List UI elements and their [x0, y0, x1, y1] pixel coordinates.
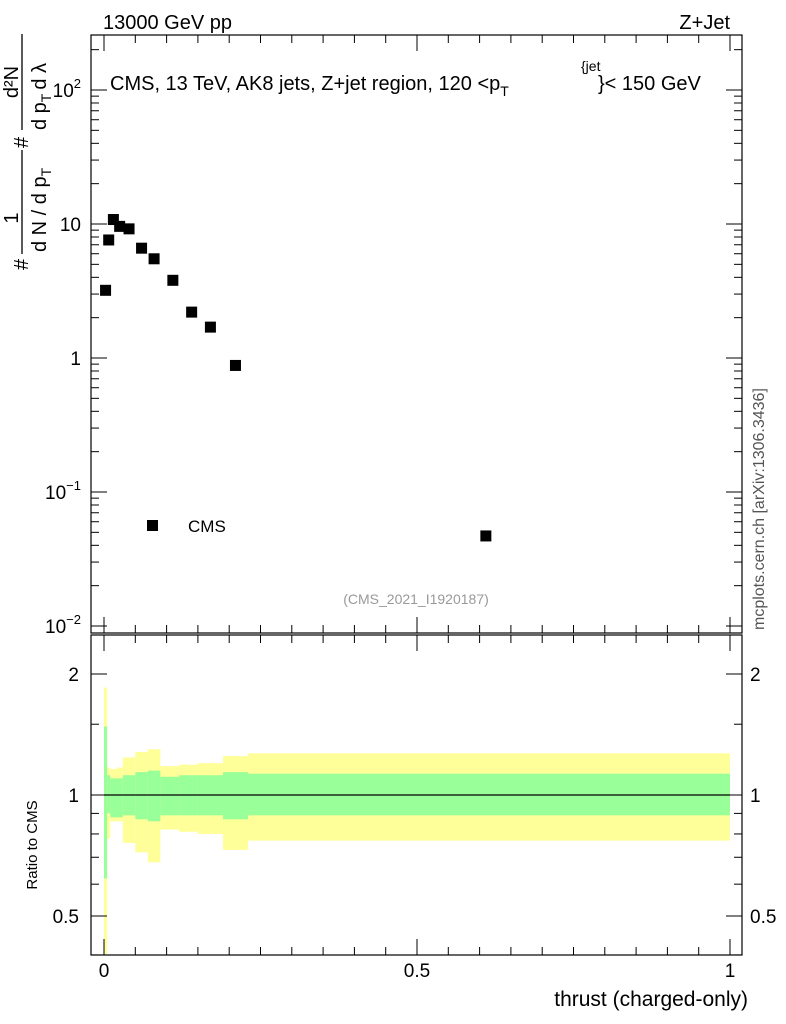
main-panel-frame — [90, 34, 743, 634]
ratio-y-tick-label-right: 1 — [750, 786, 761, 807]
data-point — [123, 223, 135, 235]
x-tick-label: 0 — [99, 961, 110, 982]
svg-text:d²N: d²N — [1, 66, 23, 98]
main-y-tick-label: 102 — [53, 76, 81, 102]
ratio-band-stat — [222, 772, 248, 820]
main-y-tick-label: 10 — [60, 215, 81, 236]
data-point — [100, 284, 112, 296]
data-point — [114, 220, 126, 232]
ratio-y-tick-label-right: 2 — [750, 665, 761, 686]
ratio-y-tick-label: 0.5 — [53, 907, 79, 928]
ratio-y-axis-label: Ratio to CMS — [24, 800, 41, 889]
main-ticks: 10−2 10−1 1 10 102 — [45, 35, 742, 638]
ratio-band-stat — [107, 775, 111, 814]
main-data-points — [100, 214, 492, 542]
svg-text:d N / d pT: d N / d pT — [29, 167, 54, 252]
data-point — [204, 321, 216, 333]
ratio-y-tick-label: 1 — [68, 786, 79, 807]
svg-text:1: 1 — [1, 212, 23, 223]
chart-title-tail: }< 150 GeV — [598, 73, 702, 95]
main-y-tick-label: 10−1 — [45, 478, 81, 504]
data-point — [480, 530, 492, 542]
ratio-band-stat — [110, 778, 117, 818]
data-point — [107, 214, 119, 226]
data-point — [167, 274, 179, 286]
svg-text:#: # — [11, 258, 33, 270]
x-axis-label: thrust (charged-only) — [554, 988, 748, 1011]
x-tick-label: 0.5 — [404, 961, 430, 982]
legend-label-cms: CMS — [188, 517, 226, 536]
ratio-band-stat — [104, 726, 108, 879]
chart-title: CMS, 13 TeV, AK8 jets, Z+jet region, 120… — [110, 73, 509, 99]
ratio-band-stat — [147, 770, 161, 822]
ratio-band-stat — [116, 778, 123, 818]
main-y-tick-label: 1 — [70, 349, 81, 370]
data-point — [186, 306, 198, 318]
main-y-tick-label: 10−2 — [45, 612, 81, 638]
header-right: Z+Jet — [679, 12, 730, 34]
analysis-watermark: (CMS_2021_I1920187) — [343, 591, 489, 607]
ratio-band-stat — [160, 776, 180, 816]
ratio-y-tick-label-right: 0.5 — [750, 907, 776, 928]
data-point — [148, 253, 160, 265]
svg-text:#: # — [11, 136, 33, 148]
ratio-ticks: 0.5 0.5 1 1 2 2 0 0.5 1 — [53, 635, 776, 982]
side-label: mcplots.cern.ch [arXiv:1306.3436] — [751, 388, 768, 630]
ratio-y-tick-label: 2 — [68, 665, 79, 686]
ratio-bands — [104, 687, 731, 954]
svg-text:d pTd λ: d pTd λ — [29, 63, 54, 130]
chart-title-sup: {jet — [581, 58, 601, 74]
main-y-axis-label: # 1 d N / d pT # d²N d pTd λ — [1, 34, 54, 270]
header-left: 13000 GeV pp — [103, 12, 232, 34]
data-point — [229, 359, 241, 371]
data-point — [136, 242, 148, 254]
ratio-band-stat — [135, 772, 148, 820]
data-point — [103, 234, 115, 246]
legend-marker-cms — [147, 520, 158, 531]
x-tick-label: 1 — [725, 961, 736, 982]
